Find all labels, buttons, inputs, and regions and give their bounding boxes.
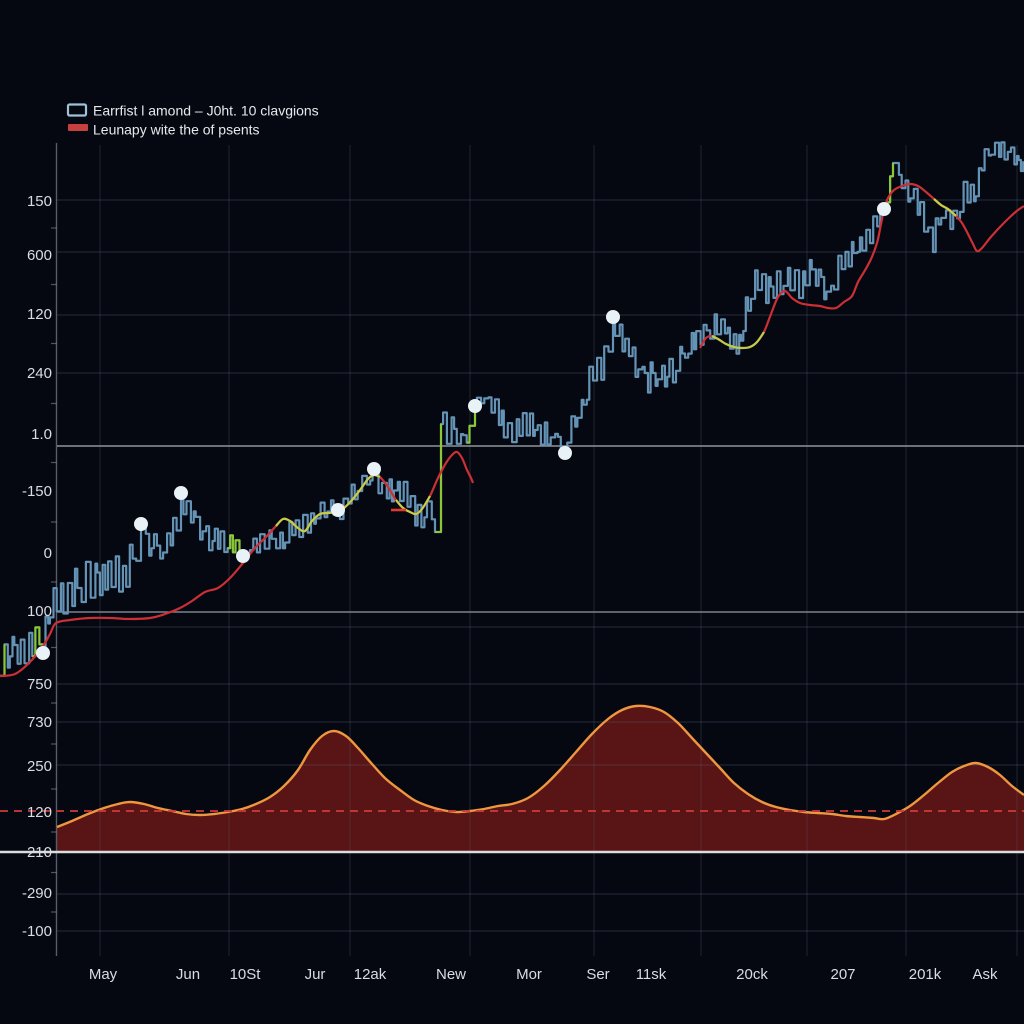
svg-text:20ck: 20ck [736, 966, 768, 983]
svg-text:Earrfist l amond – J0ht. 10 cl: Earrfist l amond – J0ht. 10 clavgions [93, 103, 319, 119]
svg-text:12ak: 12ak [354, 966, 387, 983]
svg-text:207: 207 [830, 966, 855, 983]
svg-text:Mor: Mor [516, 966, 542, 983]
svg-text:Leunapy wite the of psents: Leunapy wite the of psents [93, 122, 260, 138]
svg-text:240: 240 [27, 365, 52, 382]
svg-text:11sk: 11sk [636, 966, 667, 983]
svg-text:210: 210 [27, 844, 52, 861]
svg-text:730: 730 [27, 714, 52, 731]
svg-text:750: 750 [27, 676, 52, 693]
svg-text:-100: -100 [22, 923, 52, 940]
svg-text:201k: 201k [909, 966, 942, 983]
svg-text:10St: 10St [230, 966, 262, 983]
svg-text:Jun: Jun [176, 966, 200, 983]
svg-text:120: 120 [27, 804, 52, 821]
svg-text:120: 120 [27, 306, 52, 323]
svg-text:Jur: Jur [305, 966, 326, 983]
svg-text:-150: -150 [22, 483, 52, 500]
svg-text:Ser: Ser [586, 966, 609, 983]
svg-text:May: May [89, 966, 118, 983]
svg-text:600: 600 [27, 247, 52, 264]
svg-text:-290: -290 [22, 885, 52, 902]
svg-text:New: New [436, 966, 466, 983]
svg-text:100: 100 [27, 603, 52, 620]
svg-text:0: 0 [44, 545, 52, 562]
svg-text:250: 250 [27, 758, 52, 775]
svg-text:150: 150 [27, 193, 52, 210]
svg-text:1.0: 1.0 [31, 426, 52, 443]
svg-text:Ask: Ask [972, 966, 998, 983]
